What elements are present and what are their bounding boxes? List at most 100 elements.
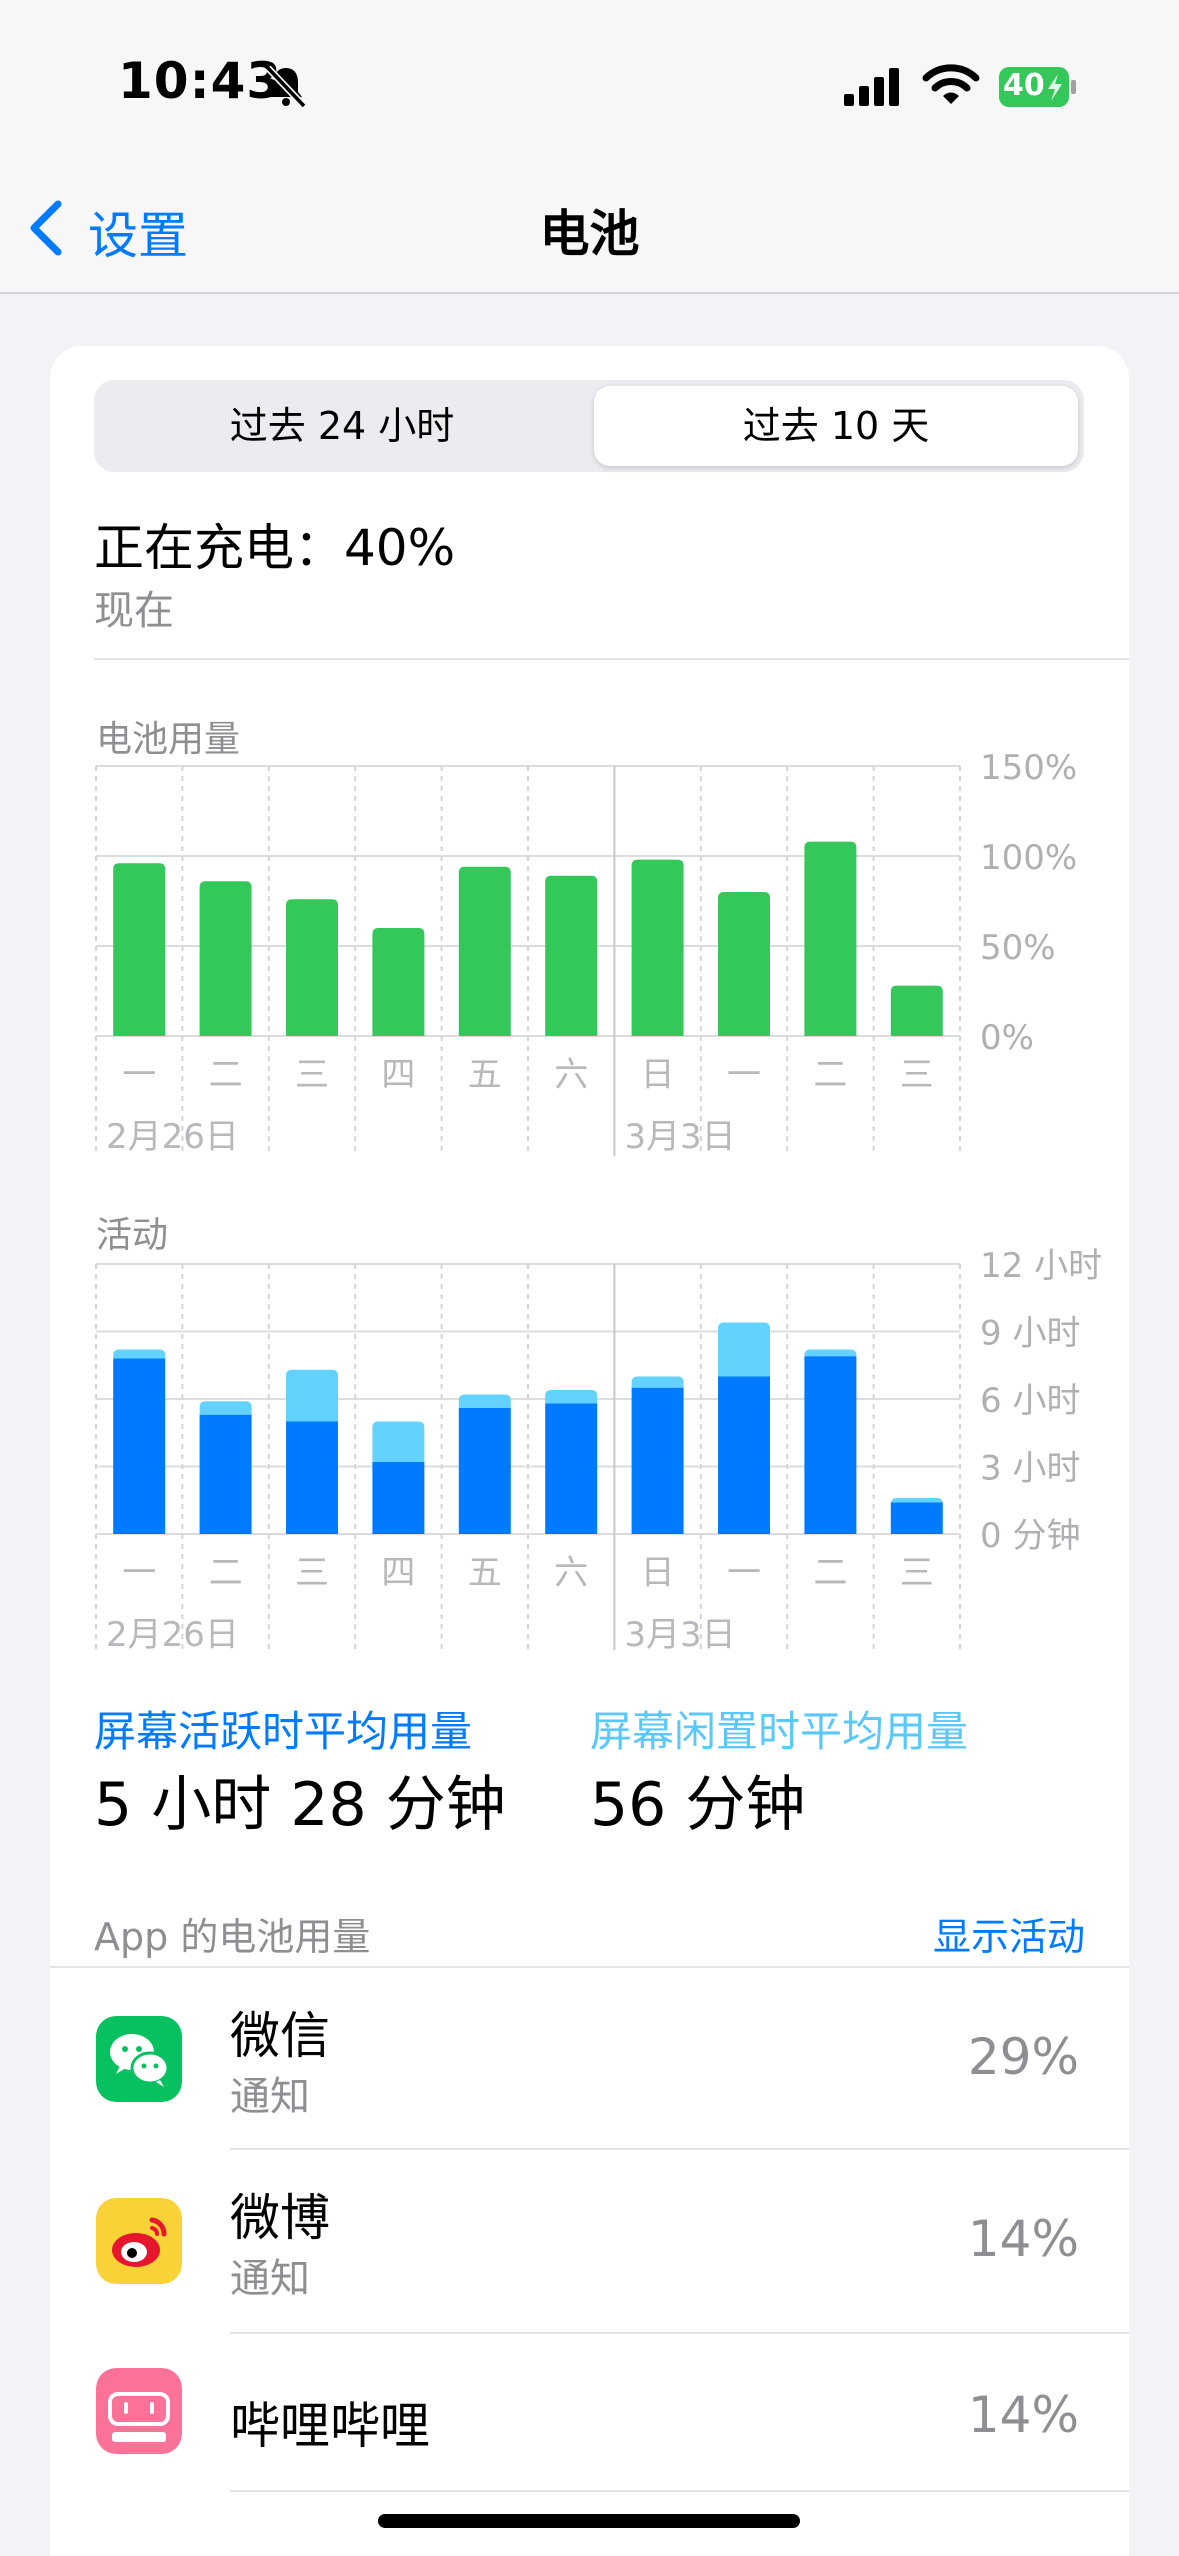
charging-status: 正在充电：40% (94, 519, 456, 577)
battery-bar (286, 899, 338, 1036)
idle-bar (199, 1401, 252, 1415)
battery-bar (199, 881, 252, 1036)
active-bar (804, 1356, 857, 1534)
y-tick-label: 0 分钟 (980, 1516, 1080, 1556)
divider (94, 658, 1129, 660)
x-tick-label: 三 (900, 1553, 934, 1593)
screen-active-average-label: 屏幕活跃时平均用量 (94, 1707, 473, 1756)
date-label: 3月3日 (624, 1615, 735, 1655)
idle-bar (804, 1349, 857, 1357)
app-name: 哔哩哔哩 (230, 2397, 430, 2455)
y-tick-label: 0% (980, 1018, 1034, 1058)
home-indicator[interactable] (378, 2514, 800, 2528)
wifi-icon (922, 64, 980, 104)
battery-bar (113, 863, 166, 1036)
app-name: 微信 (230, 2007, 330, 2065)
active-bar (199, 1414, 252, 1534)
x-tick-label: 日 (641, 1553, 675, 1593)
bell-muted-icon (265, 65, 307, 109)
y-tick-label: 150% (980, 748, 1077, 788)
active-bar (545, 1403, 598, 1534)
x-tick-label: 四 (381, 1553, 415, 1593)
app-name: 微博 (230, 2189, 330, 2247)
tab-last-24-hours[interactable]: 过去 24 小时 (229, 404, 455, 448)
navigation-bar (0, 170, 1179, 294)
y-tick-label: 9 小时 (980, 1314, 1080, 1354)
battery-bar (804, 841, 857, 1036)
idle-bar (372, 1421, 425, 1462)
active-bar (286, 1421, 338, 1534)
activity-chart: 12 小时 9 小时 6 小时 3 小时 0 分钟一 二 三 四 五 六 日 一 二 三 2月26日 3月3日 (95, 1246, 1102, 1655)
status-time: 10:43 (118, 52, 283, 110)
idle-bar (458, 1394, 511, 1408)
active-bar (718, 1376, 770, 1534)
show-activity-button[interactable]: 显示活动 (932, 1915, 1085, 1959)
active-bar (458, 1408, 511, 1534)
battery-bar (890, 985, 943, 1036)
x-tick-label: 一 (122, 1055, 156, 1095)
x-tick-label: 二 (209, 1553, 243, 1593)
battery-icon (999, 67, 1076, 107)
y-tick-label: 100% (980, 838, 1077, 878)
x-tick-label: 二 (209, 1055, 243, 1095)
status-bar (0, 0, 1179, 170)
y-tick-label: 3 小时 (980, 1449, 1080, 1489)
date-label: 3月3日 (624, 1117, 735, 1157)
idle-bar (286, 1369, 338, 1422)
battery-bar (631, 859, 684, 1036)
date-label: 2月26日 (106, 1615, 239, 1655)
x-tick-label: 日 (641, 1055, 675, 1095)
divider (230, 2148, 1129, 2150)
x-tick-label: 六 (554, 1553, 588, 1593)
x-tick-label: 四 (381, 1055, 415, 1095)
x-tick-label: 三 (295, 1055, 329, 1095)
charging-time: 现在 (94, 588, 174, 634)
list-item-wechat[interactable]: 微信 通知 29% (50, 1968, 1129, 2150)
idle-bar (545, 1390, 598, 1404)
app-percentage: 29% (967, 2028, 1079, 2086)
app-subtitle: 通知 (230, 2074, 310, 2120)
weibo-icon (96, 2198, 182, 2284)
x-tick-label: 一 (727, 1553, 761, 1593)
time-range-segmented-control: 过去 24 小时 过去 10 天 (94, 380, 1084, 472)
app-subtitle: 通知 (230, 2256, 310, 2302)
wechat-icon (96, 2016, 182, 2102)
screen-active-average-value: 5 小时 28 分钟 (94, 1770, 506, 1840)
cellular-signal-icon (844, 68, 899, 106)
idle-bar (113, 1349, 166, 1359)
x-tick-label: 六 (554, 1055, 588, 1095)
active-bar (372, 1462, 425, 1534)
active-bar (631, 1387, 684, 1534)
activity-chart-title: 活动 (96, 1215, 169, 1256)
y-tick-label: 6 小时 (980, 1381, 1080, 1421)
x-tick-label: 三 (295, 1553, 329, 1593)
screen-idle-average-label: 屏幕闲置时平均用量 (590, 1707, 969, 1756)
divider (230, 2490, 1129, 2492)
active-bar (890, 1502, 943, 1534)
battery-bar (372, 928, 425, 1036)
tab-last-10-days[interactable]: 过去 10 天 (594, 386, 1078, 466)
battery-percentage: 40 (1003, 68, 1045, 103)
y-tick-label: 50% (980, 928, 1056, 968)
battery-bar (545, 875, 598, 1036)
idle-bar (631, 1376, 684, 1388)
bilibili-icon (96, 2368, 182, 2454)
page-title: 电池 (539, 205, 640, 263)
x-tick-label: 五 (468, 1553, 502, 1593)
date-label: 2月26日 (106, 1117, 239, 1157)
app-percentage: 14% (967, 2210, 1079, 2268)
list-item-weibo[interactable]: 微博 通知 14% (50, 2150, 1129, 2332)
app-battery-usage-header: App 的电池用量 (94, 1915, 371, 1959)
back-chevron-icon[interactable] (26, 200, 66, 256)
back-button[interactable]: 设置 (88, 207, 188, 265)
battery-bar (718, 892, 770, 1036)
list-item-bilibili[interactable]: 哔哩哔哩 14% (50, 2334, 1129, 2516)
x-tick-label: 一 (122, 1553, 156, 1593)
battery-chart-title: 电池用量 (96, 719, 241, 760)
app-percentage: 14% (967, 2386, 1079, 2444)
idle-bar (718, 1322, 770, 1377)
screen-idle-average-value: 56 分钟 (590, 1770, 806, 1840)
divider (230, 2332, 1129, 2334)
y-tick-label: 12 小时 (980, 1246, 1102, 1286)
x-tick-label: 五 (468, 1055, 502, 1095)
